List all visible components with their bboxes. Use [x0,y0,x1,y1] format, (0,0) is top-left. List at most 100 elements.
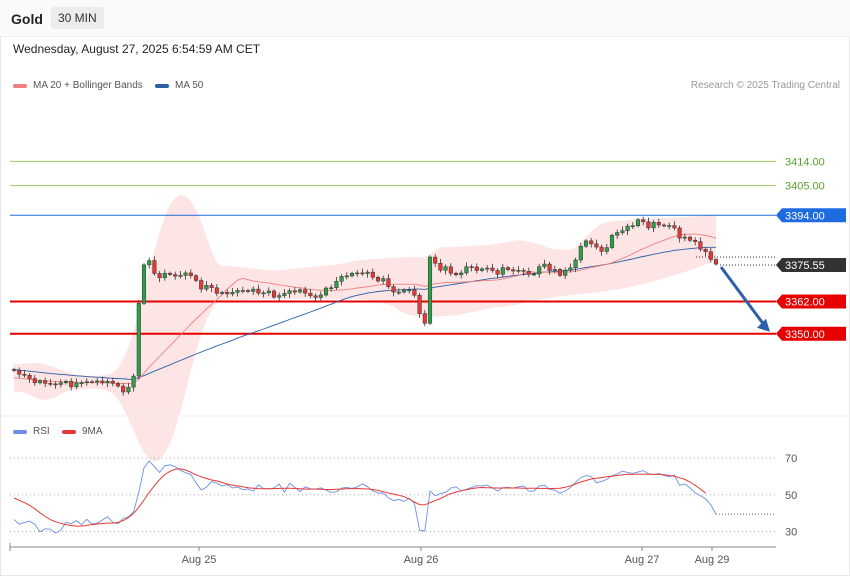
level-label-3362.00: 3362.00 [785,296,825,308]
candle [84,381,89,384]
candle [505,267,511,270]
candle [667,225,672,227]
candle [708,251,713,260]
level-label-3405.00: 3405.00 [785,181,825,193]
candle [448,266,453,274]
candle [225,292,230,295]
candle [11,369,17,371]
candle [661,224,667,227]
candle [131,375,136,388]
candle [583,240,589,247]
legend-ma50: MA 50 [155,80,203,91]
rsi-ma-line [13,468,706,527]
candle [308,292,313,297]
time-label-Aug-26: Aug 26 [404,554,439,566]
candle [609,234,615,248]
candle [245,290,251,292]
top-bar: Gold 30 MIN [0,0,850,37]
candle [329,287,334,289]
candle [95,380,100,383]
bollinger-band [14,194,716,462]
rsi-tick-70: 70 [785,453,797,465]
candle [292,290,297,293]
candle [256,288,261,294]
rsi-swatch [13,429,27,434]
candle [417,295,422,314]
candle [251,288,256,292]
candle [323,287,329,296]
candle [214,287,219,294]
level-tag-3350.00 [776,326,846,341]
candle [193,275,199,281]
candle [599,246,604,252]
candle [141,264,147,304]
candle [17,370,22,375]
candle [511,269,516,272]
candle [219,292,225,294]
candle [407,289,412,292]
candle [79,382,84,385]
candle [381,278,386,282]
candle [547,263,552,271]
legend-ma20: MA 20 + Bollinger Bands [13,80,143,91]
candle [370,271,375,278]
candle [651,222,656,229]
time-label-Aug-29: Aug 29 [695,554,730,566]
ma50-swatch [155,83,169,88]
candle [349,272,355,277]
candle [375,276,381,282]
time-label-Aug-25: Aug 25 [182,554,217,566]
candle [287,290,292,294]
candle [687,236,693,241]
candle [22,373,27,376]
candle [261,292,266,295]
candle [521,269,526,272]
credit: Research © 2025 Trading Central [690,80,840,91]
candle [277,295,282,298]
candle [495,270,500,275]
candle [646,221,651,229]
candle [355,272,360,275]
legend-rsi-ma: 9MA [62,426,103,437]
candle [459,272,464,276]
candle [615,232,620,236]
candle [63,380,69,384]
candle [74,382,79,388]
candle [297,289,303,293]
rsi-label: RSI [33,426,50,437]
candle [557,269,563,276]
candle [339,276,344,282]
candle [126,386,131,393]
candle [204,285,209,290]
current-price-label: 3375.55 [785,260,825,272]
candle [100,380,105,384]
candle [235,290,240,293]
candle [188,272,193,276]
ma50-label: MA 50 [175,80,204,91]
candle [531,273,537,276]
timeframe-button[interactable]: 30 MIN [51,7,104,29]
level-label-3350.00: 3350.00 [785,329,825,341]
candle [230,292,235,295]
candle [485,267,490,270]
current-price-tag [776,257,846,272]
candle [578,246,583,261]
candle [713,259,719,265]
candle [443,266,448,271]
candle [620,230,625,233]
forecast-arrow-line [719,266,766,326]
candle [677,227,682,239]
time-label-Aug-27: Aug 27 [625,554,660,566]
candle [53,383,58,386]
candle [334,281,339,288]
candle [401,289,407,293]
ma20-swatch [13,83,27,88]
candle [240,290,245,292]
level-label-3414.00: 3414.00 [785,156,825,168]
candle [422,313,427,324]
candle [318,294,323,298]
candle [500,267,505,275]
candle [490,267,495,271]
candle [474,266,479,271]
